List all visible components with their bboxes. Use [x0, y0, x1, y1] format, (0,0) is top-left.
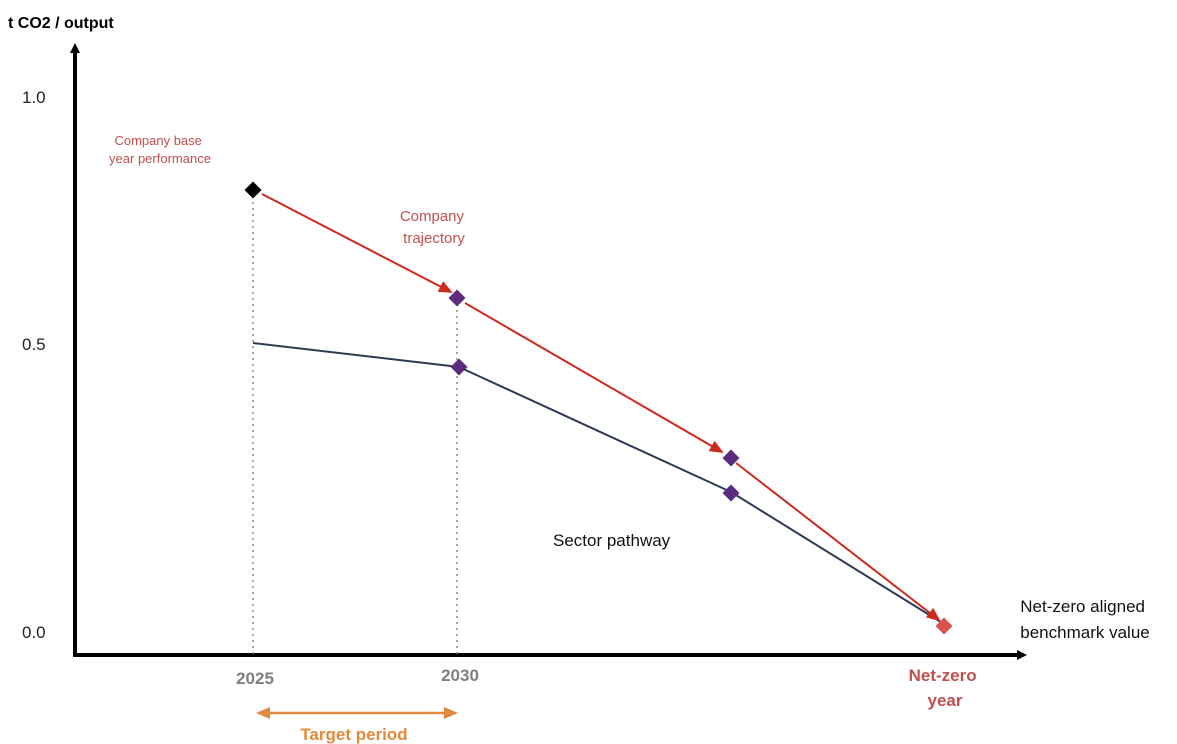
company-milestone-marker: [722, 449, 740, 467]
sector-segment: [730, 491, 945, 625]
company-trajectory-annotation: Company trajectory: [400, 208, 468, 247]
company-2030-marker: [448, 289, 466, 307]
base-year-annotation: Company base year performance: [109, 133, 211, 166]
net-zero-marker: [935, 617, 953, 635]
benchmark-annotation: Net-zero aligned benchmark value: [1020, 597, 1149, 642]
x-tick-label-2025: 2025: [236, 669, 274, 688]
target-period-label: Target period: [300, 725, 407, 744]
sector-pathway-series: [252, 342, 945, 625]
y-tick-label: 1.0: [22, 88, 46, 107]
base-year-marker: [244, 181, 262, 199]
sector-2030-marker: [450, 358, 468, 376]
sector-segment: [252, 342, 460, 368]
sector-milestone-marker: [722, 484, 740, 502]
x-tick-label-net-zero: Net-zero year: [909, 666, 982, 710]
company-segment: [735, 462, 941, 622]
company-segment: [464, 302, 724, 454]
x-tick-label-2030: 2030: [441, 666, 479, 685]
y-axis-title: t CO2 / output: [8, 15, 114, 32]
y-tick-label: 0.5: [22, 335, 46, 354]
company-trajectory-series: [261, 193, 941, 622]
sector-segment: [458, 366, 732, 493]
y-tick-label: 0.0: [22, 623, 46, 642]
company-segment: [261, 193, 453, 293]
sector-pathway-annotation: Sector pathway: [553, 531, 671, 550]
